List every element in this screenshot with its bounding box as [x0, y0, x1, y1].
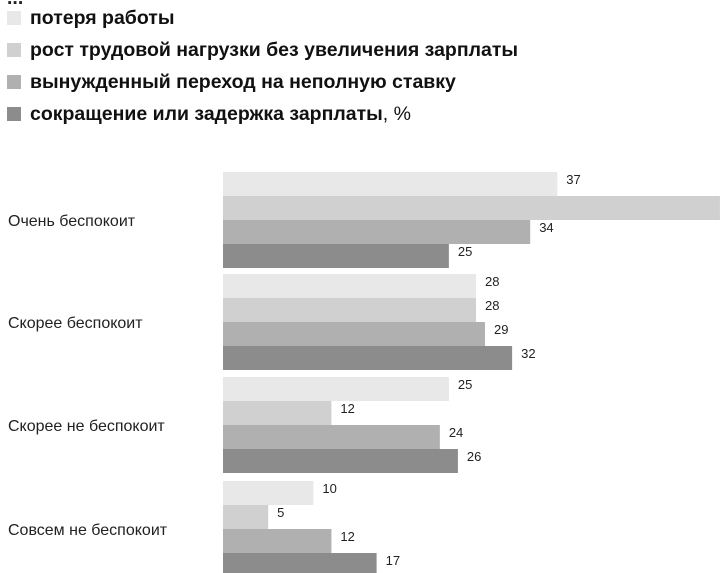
bar: [223, 529, 332, 553]
legend-label: вынужденный переход на неполную ставку: [30, 70, 456, 93]
legend-item-job-loss: потеря работы: [7, 6, 174, 30]
value-label: 29: [494, 322, 508, 337]
value-label: 32: [521, 346, 535, 361]
bar: [223, 196, 720, 220]
value-label: 37: [566, 172, 580, 187]
bar: [223, 274, 476, 298]
value-label: 25: [458, 377, 472, 392]
value-label: 12: [340, 529, 354, 544]
value-label: 17: [386, 553, 400, 568]
value-label: 10: [322, 481, 336, 496]
category-label: Совсем не беспокоит: [8, 522, 168, 539]
bar: [223, 346, 513, 370]
legend-swatch: [7, 107, 21, 121]
value-label: 24: [449, 425, 463, 440]
legend-item-salary-cut: сокращение или задержка зарплаты, %: [7, 102, 411, 126]
bar: [223, 322, 486, 346]
category-label: Скорее беспокоит: [8, 315, 143, 332]
legend-header-fragment: ...: [7, 0, 23, 10]
bar: [223, 553, 377, 573]
legend-unit-suffix: , %: [382, 102, 411, 125]
value-label: 28: [485, 274, 499, 289]
bar: [223, 377, 449, 401]
bar: [223, 449, 458, 473]
legend-swatch: [7, 75, 21, 89]
value-label: 26: [467, 449, 481, 464]
legend-label: рост трудовой нагрузки без увеличения за…: [30, 38, 519, 61]
bar: [223, 220, 531, 244]
value-label: 25: [458, 244, 472, 259]
bar: [223, 172, 558, 196]
value-label: 28: [485, 298, 499, 313]
bar: [223, 244, 449, 268]
legend-item-part-time: вынужденный переход на неполную ставку: [7, 70, 456, 94]
bar: [223, 425, 440, 449]
value-label: 34: [539, 220, 553, 235]
legend-item-workload-growth: рост трудовой нагрузки без увеличения за…: [7, 38, 518, 62]
category-label: Очень беспокоит: [8, 213, 136, 230]
legend-swatch: [7, 43, 21, 57]
value-label: 5: [277, 505, 284, 520]
category-label: Скорее не беспокоит: [8, 418, 165, 435]
legend-header-text: ...: [7, 0, 23, 10]
bar: [223, 505, 269, 529]
legend-label: потеря работы: [30, 6, 175, 29]
bar: [223, 401, 332, 425]
bar: [223, 481, 314, 505]
legend-label: сокращение или задержка зарплаты: [30, 102, 383, 125]
value-label: 12: [340, 401, 354, 416]
bar: [223, 298, 476, 322]
legend-swatch: [7, 11, 21, 25]
